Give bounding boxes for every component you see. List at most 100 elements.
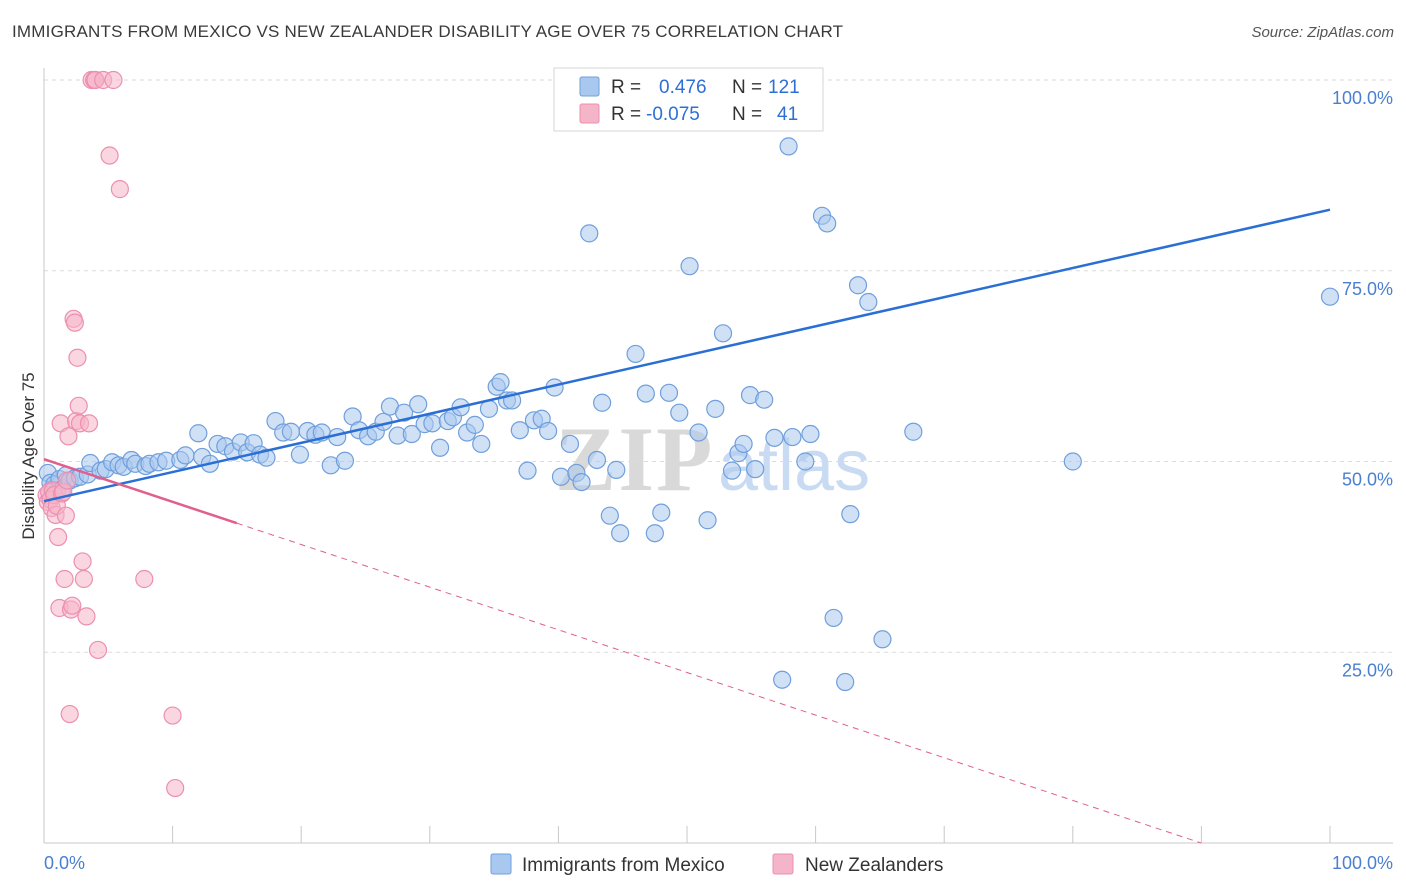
point-mexico: [1063, 452, 1082, 471]
bottom-legend-label-newzealand: New Zealanders: [805, 855, 943, 876]
stats-legend: R = 0.476 N = 121 R = -0.075 N = 41: [553, 67, 824, 132]
y-axis-label: Disability Age Over 75: [19, 372, 38, 539]
trend-line-mexico: [43, 208, 1331, 503]
point-newzealand: [79, 414, 99, 433]
point-newzealand: [55, 569, 74, 589]
point-mexico: [394, 403, 414, 422]
point-mexico: [636, 384, 655, 403]
point-mexico: [779, 137, 798, 156]
point-mexico: [801, 424, 820, 444]
bottom-legend-swatch-pink: [772, 853, 794, 875]
point-mexico: [593, 393, 612, 412]
point-mexico: [465, 415, 484, 434]
x-tick-label-min: 0.0%: [44, 853, 85, 873]
series-legend: Immigrants from Mexico New Zealanders: [490, 853, 943, 876]
trend-line-newzealand-extension: [236, 522, 1202, 844]
point-mexico: [189, 424, 208, 443]
point-mexico: [587, 450, 607, 470]
point-newzealand: [58, 471, 77, 490]
point-newzealand: [65, 313, 84, 332]
x-tick-label-max: 100.0%: [1332, 853, 1393, 873]
point-mexico: [765, 428, 784, 447]
legend-n-label-2: N =: [732, 104, 762, 125]
point-mexico: [600, 506, 619, 525]
point-mexico: [818, 214, 837, 233]
point-mexico: [430, 438, 450, 457]
point-mexico: [873, 630, 892, 649]
point-newzealand: [63, 596, 82, 615]
chart-source: Source: ZipAtlas.com: [1251, 24, 1394, 41]
point-mexico: [580, 224, 599, 243]
trend-lines: [43, 208, 1331, 844]
point-mexico: [824, 608, 843, 628]
legend-swatch-blue: [579, 76, 600, 97]
point-mexico: [773, 670, 792, 689]
chart-title: IMMIGRANTS FROM MEXICO VS NEW ZEALANDER …: [12, 22, 844, 41]
point-mexico: [539, 421, 558, 441]
point-mexico: [472, 434, 491, 454]
bottom-legend-swatch-blue: [490, 853, 512, 875]
point-newzealand: [68, 348, 87, 367]
point-mexico: [796, 452, 815, 471]
point-mexico: [409, 395, 428, 414]
point-newzealand: [110, 180, 129, 199]
legend-n-label-1: N =: [732, 77, 762, 98]
point-mexico: [848, 276, 868, 295]
point-newzealand: [69, 396, 88, 415]
point-newzealand: [135, 569, 154, 589]
point-mexico: [722, 461, 742, 480]
point-mexico: [290, 445, 310, 464]
point-newzealand: [74, 569, 93, 589]
point-mexico: [257, 448, 276, 467]
point-mexico: [659, 383, 679, 402]
point-mexico: [904, 422, 923, 441]
point-mexico: [551, 467, 571, 486]
point-newzealand: [100, 146, 119, 165]
point-mexico: [645, 524, 664, 543]
point-mexico: [607, 460, 626, 479]
point-mexico: [670, 403, 689, 422]
series-mexico-points: [38, 137, 1340, 692]
point-mexico: [783, 427, 802, 447]
point-mexico: [755, 390, 774, 409]
y-tick-label: 100.0%: [1332, 88, 1393, 108]
point-mexico: [734, 434, 753, 454]
legend-r-value-2: -0.075: [646, 104, 700, 125]
point-mexico: [680, 257, 699, 276]
point-newzealand: [56, 506, 75, 525]
legend-n-value-2: 41: [777, 104, 798, 125]
point-mexico: [335, 451, 355, 470]
point-mexico: [518, 461, 537, 480]
point-mexico: [626, 344, 645, 364]
point-newzealand: [104, 70, 123, 90]
point-mexico: [611, 524, 630, 543]
point-mexico: [402, 424, 421, 444]
watermark-zip: ZIP: [555, 408, 714, 510]
point-mexico: [176, 446, 195, 465]
legend-r-label-2: R =: [611, 104, 641, 125]
point-mexico: [698, 511, 717, 530]
point-newzealand: [73, 552, 92, 571]
grid-lines: [44, 79, 1393, 653]
point-mexico: [423, 414, 442, 433]
legend-r-label-1: R =: [611, 77, 641, 98]
point-mexico: [572, 473, 591, 492]
point-mexico: [689, 423, 708, 442]
series-newzealand-points: [37, 70, 185, 798]
point-newzealand: [77, 607, 96, 626]
point-newzealand: [166, 778, 185, 798]
trend-line-newzealand: [43, 458, 238, 525]
point-newzealand: [59, 427, 78, 446]
point-newzealand: [88, 640, 108, 660]
y-tick-label: 75.0%: [1342, 279, 1393, 299]
point-mexico: [1320, 287, 1340, 306]
point-mexico: [841, 505, 860, 524]
point-mexico: [491, 373, 510, 392]
y-tick-label: 50.0%: [1342, 470, 1393, 490]
point-mexico: [652, 503, 671, 522]
point-mexico: [510, 421, 529, 440]
point-newzealand: [163, 706, 182, 725]
point-mexico: [746, 460, 765, 479]
point-mexico: [560, 434, 580, 454]
